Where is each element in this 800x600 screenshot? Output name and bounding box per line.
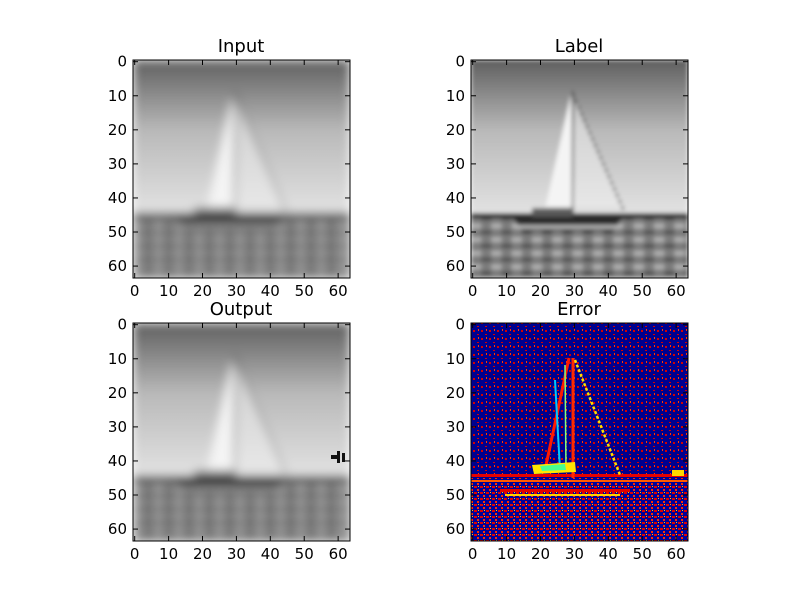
x-tick-label: 10 <box>159 545 178 563</box>
x-tick-label: 30 <box>227 545 246 563</box>
axes-frame <box>470 59 689 279</box>
y-tick-label: 20 <box>446 384 465 402</box>
y-tick-label: 10 <box>446 350 465 368</box>
x-tick-label: 50 <box>295 545 314 563</box>
y-tick-label: 50 <box>108 223 127 241</box>
x-tick-label: 20 <box>531 282 550 300</box>
y-tick-label: 60 <box>108 257 127 275</box>
panel-title-input: Input <box>218 36 265 57</box>
output-image <box>133 323 350 541</box>
x-tick-label: 50 <box>295 282 314 300</box>
y-tick-label: 10 <box>108 350 127 368</box>
panel-title-label: Label <box>555 36 604 57</box>
y-tick-label: 50 <box>446 486 465 504</box>
y-tick-label: 0 <box>455 53 465 71</box>
x-tick-label: 40 <box>599 545 618 563</box>
y-tick-label: 40 <box>446 452 465 470</box>
y-tick-label: 20 <box>446 121 465 139</box>
x-tick-label: 30 <box>565 545 584 563</box>
y-tick-label: 40 <box>108 189 127 207</box>
y-tick-label: 20 <box>108 384 127 402</box>
input-image <box>133 60 350 278</box>
y-tick-label: 30 <box>108 155 127 173</box>
y-tick-label: 10 <box>446 87 465 105</box>
panel-title-output: Output <box>210 299 273 320</box>
axes-frame <box>470 322 689 542</box>
x-tick-label: 60 <box>667 545 686 563</box>
x-tick-label: 60 <box>329 282 348 300</box>
panel-title-error: Error <box>557 299 601 320</box>
x-tick-label: 0 <box>130 282 140 300</box>
y-tick-label: 60 <box>446 257 465 275</box>
y-tick-label: 30 <box>446 418 465 436</box>
y-tick-label: 0 <box>455 316 465 334</box>
x-tick-label: 50 <box>633 282 652 300</box>
axes-frame <box>132 59 351 279</box>
y-tick-label: 50 <box>446 223 465 241</box>
y-tick-label: 0 <box>117 53 127 71</box>
x-tick-label: 60 <box>329 545 348 563</box>
x-tick-label: 40 <box>261 545 280 563</box>
x-tick-label: 20 <box>193 282 212 300</box>
y-tick-label: 10 <box>108 87 127 105</box>
y-tick-label: 60 <box>108 520 127 538</box>
x-tick-label: 30 <box>227 282 246 300</box>
x-tick-label: 40 <box>599 282 618 300</box>
label-image <box>471 60 688 278</box>
error-image <box>471 323 688 541</box>
y-tick-label: 50 <box>108 486 127 504</box>
x-tick-label: 20 <box>193 545 212 563</box>
x-tick-label: 20 <box>531 545 550 563</box>
y-tick-label: 30 <box>108 418 127 436</box>
x-tick-label: 0 <box>130 545 140 563</box>
y-tick-label: 40 <box>446 189 465 207</box>
x-tick-label: 0 <box>468 545 478 563</box>
x-tick-label: 50 <box>633 545 652 563</box>
axes-frame <box>132 322 351 542</box>
x-tick-label: 10 <box>497 282 516 300</box>
x-tick-label: 60 <box>667 282 686 300</box>
x-tick-label: 30 <box>565 282 584 300</box>
y-tick-label: 0 <box>117 316 127 334</box>
y-tick-label: 20 <box>108 121 127 139</box>
y-tick-label: 60 <box>446 520 465 538</box>
y-tick-label: 30 <box>446 155 465 173</box>
x-tick-label: 0 <box>468 282 478 300</box>
x-tick-label: 40 <box>261 282 280 300</box>
x-tick-label: 10 <box>497 545 516 563</box>
y-tick-label: 40 <box>108 452 127 470</box>
x-tick-label: 10 <box>159 282 178 300</box>
